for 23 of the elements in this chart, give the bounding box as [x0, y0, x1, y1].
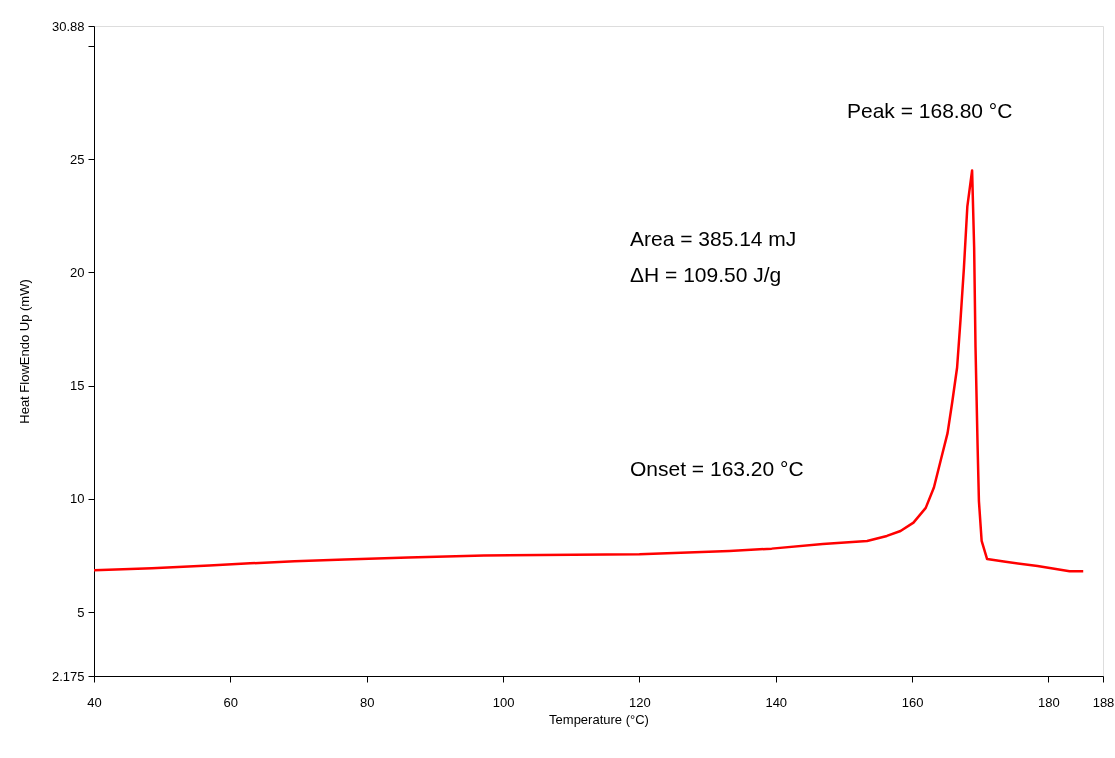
y-tick-label: 20	[70, 264, 85, 280]
x-tick-label: 40	[87, 694, 102, 710]
annotation: ΔH = 109.50 J/g	[630, 263, 782, 286]
x-tick-label: 188	[1092, 694, 1115, 710]
x-tick-label: 160	[901, 694, 924, 710]
x-tick-label: 80	[359, 694, 375, 710]
x-axis-title: Temperature (°C)	[549, 711, 649, 727]
x-tick-label: 100	[492, 694, 515, 710]
y-tick-label: 2.175	[51, 668, 85, 684]
y-tick-label: 10	[70, 491, 85, 507]
x-tick-label: 60	[223, 694, 239, 710]
annotation: Peak = 168.80 °C	[847, 99, 1013, 122]
y-tick-label: 15	[70, 378, 85, 394]
y-tick-label: 25	[70, 151, 85, 167]
x-tick-label: 180	[1038, 694, 1060, 710]
x-tick-label: 140	[765, 694, 788, 710]
x-tick-label: 120	[629, 694, 651, 710]
annotation: Area = 385.14 mJ	[630, 227, 797, 250]
annotation: Onset = 163.20 °C	[630, 457, 804, 480]
y-tick-label: 30.88	[51, 18, 85, 34]
y-tick-label: 5	[77, 604, 85, 620]
y-axis-title: Heat FlowEndo Up (mW)	[16, 279, 32, 424]
line-series	[92, 169, 1085, 573]
